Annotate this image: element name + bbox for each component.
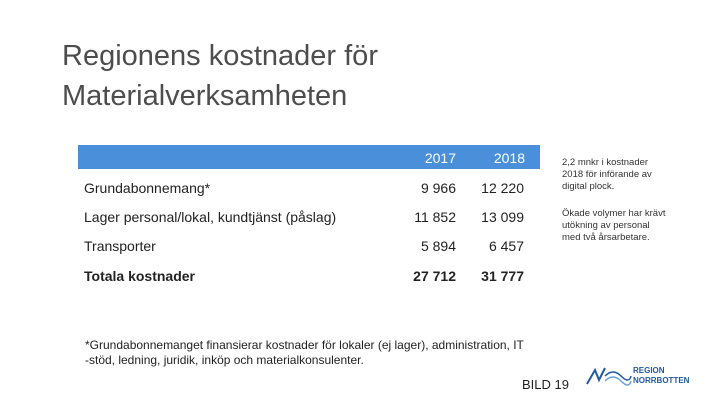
row-label: Grundabonnemang* <box>84 180 211 196</box>
note-line: Ökade volymer har krävt <box>562 208 666 219</box>
logo-text: REGION <box>633 366 665 375</box>
column-header: 2018 <box>493 150 525 166</box>
cell-value: 11 852 <box>414 209 456 225</box>
cell-value: 5 894 <box>420 238 456 254</box>
cell-value: 13 099 <box>481 209 524 225</box>
slide-label: BILD 19 <box>522 377 569 392</box>
note-line: utökning av personal <box>562 220 650 231</box>
table-header-band <box>78 145 540 169</box>
cell-value: 12 220 <box>481 180 524 196</box>
note-line: med två årsarbetare. <box>562 232 650 243</box>
logo-text: NORRBOTTEN <box>633 376 690 385</box>
title-line: Materialverksamheten <box>62 80 348 112</box>
note-line: 2,2 mnkr i kostnader <box>562 157 649 168</box>
cell-value: 27 712 <box>413 268 456 284</box>
cell-value: 9 966 <box>420 180 456 196</box>
row-label: Lager personal/lokal, kundtjänst (påslag… <box>84 209 337 225</box>
title-line: Regionens kostnader för <box>62 40 378 72</box>
cell-value: 6 457 <box>488 238 524 254</box>
row-label: Transporter <box>84 238 156 254</box>
logo-mark <box>586 367 632 386</box>
footnote-line: *Grundabonnemanget finansierar kostnader… <box>85 338 524 352</box>
row-label: Totala kostnader <box>84 268 195 284</box>
footnote-line: -stöd, ledning, juridik, inköp och mater… <box>85 353 364 367</box>
note-line: digital plock. <box>562 181 615 192</box>
cell-value: 31 777 <box>481 268 524 284</box>
column-header: 2017 <box>424 150 456 166</box>
note-line: 2018 för införande av <box>562 169 652 180</box>
